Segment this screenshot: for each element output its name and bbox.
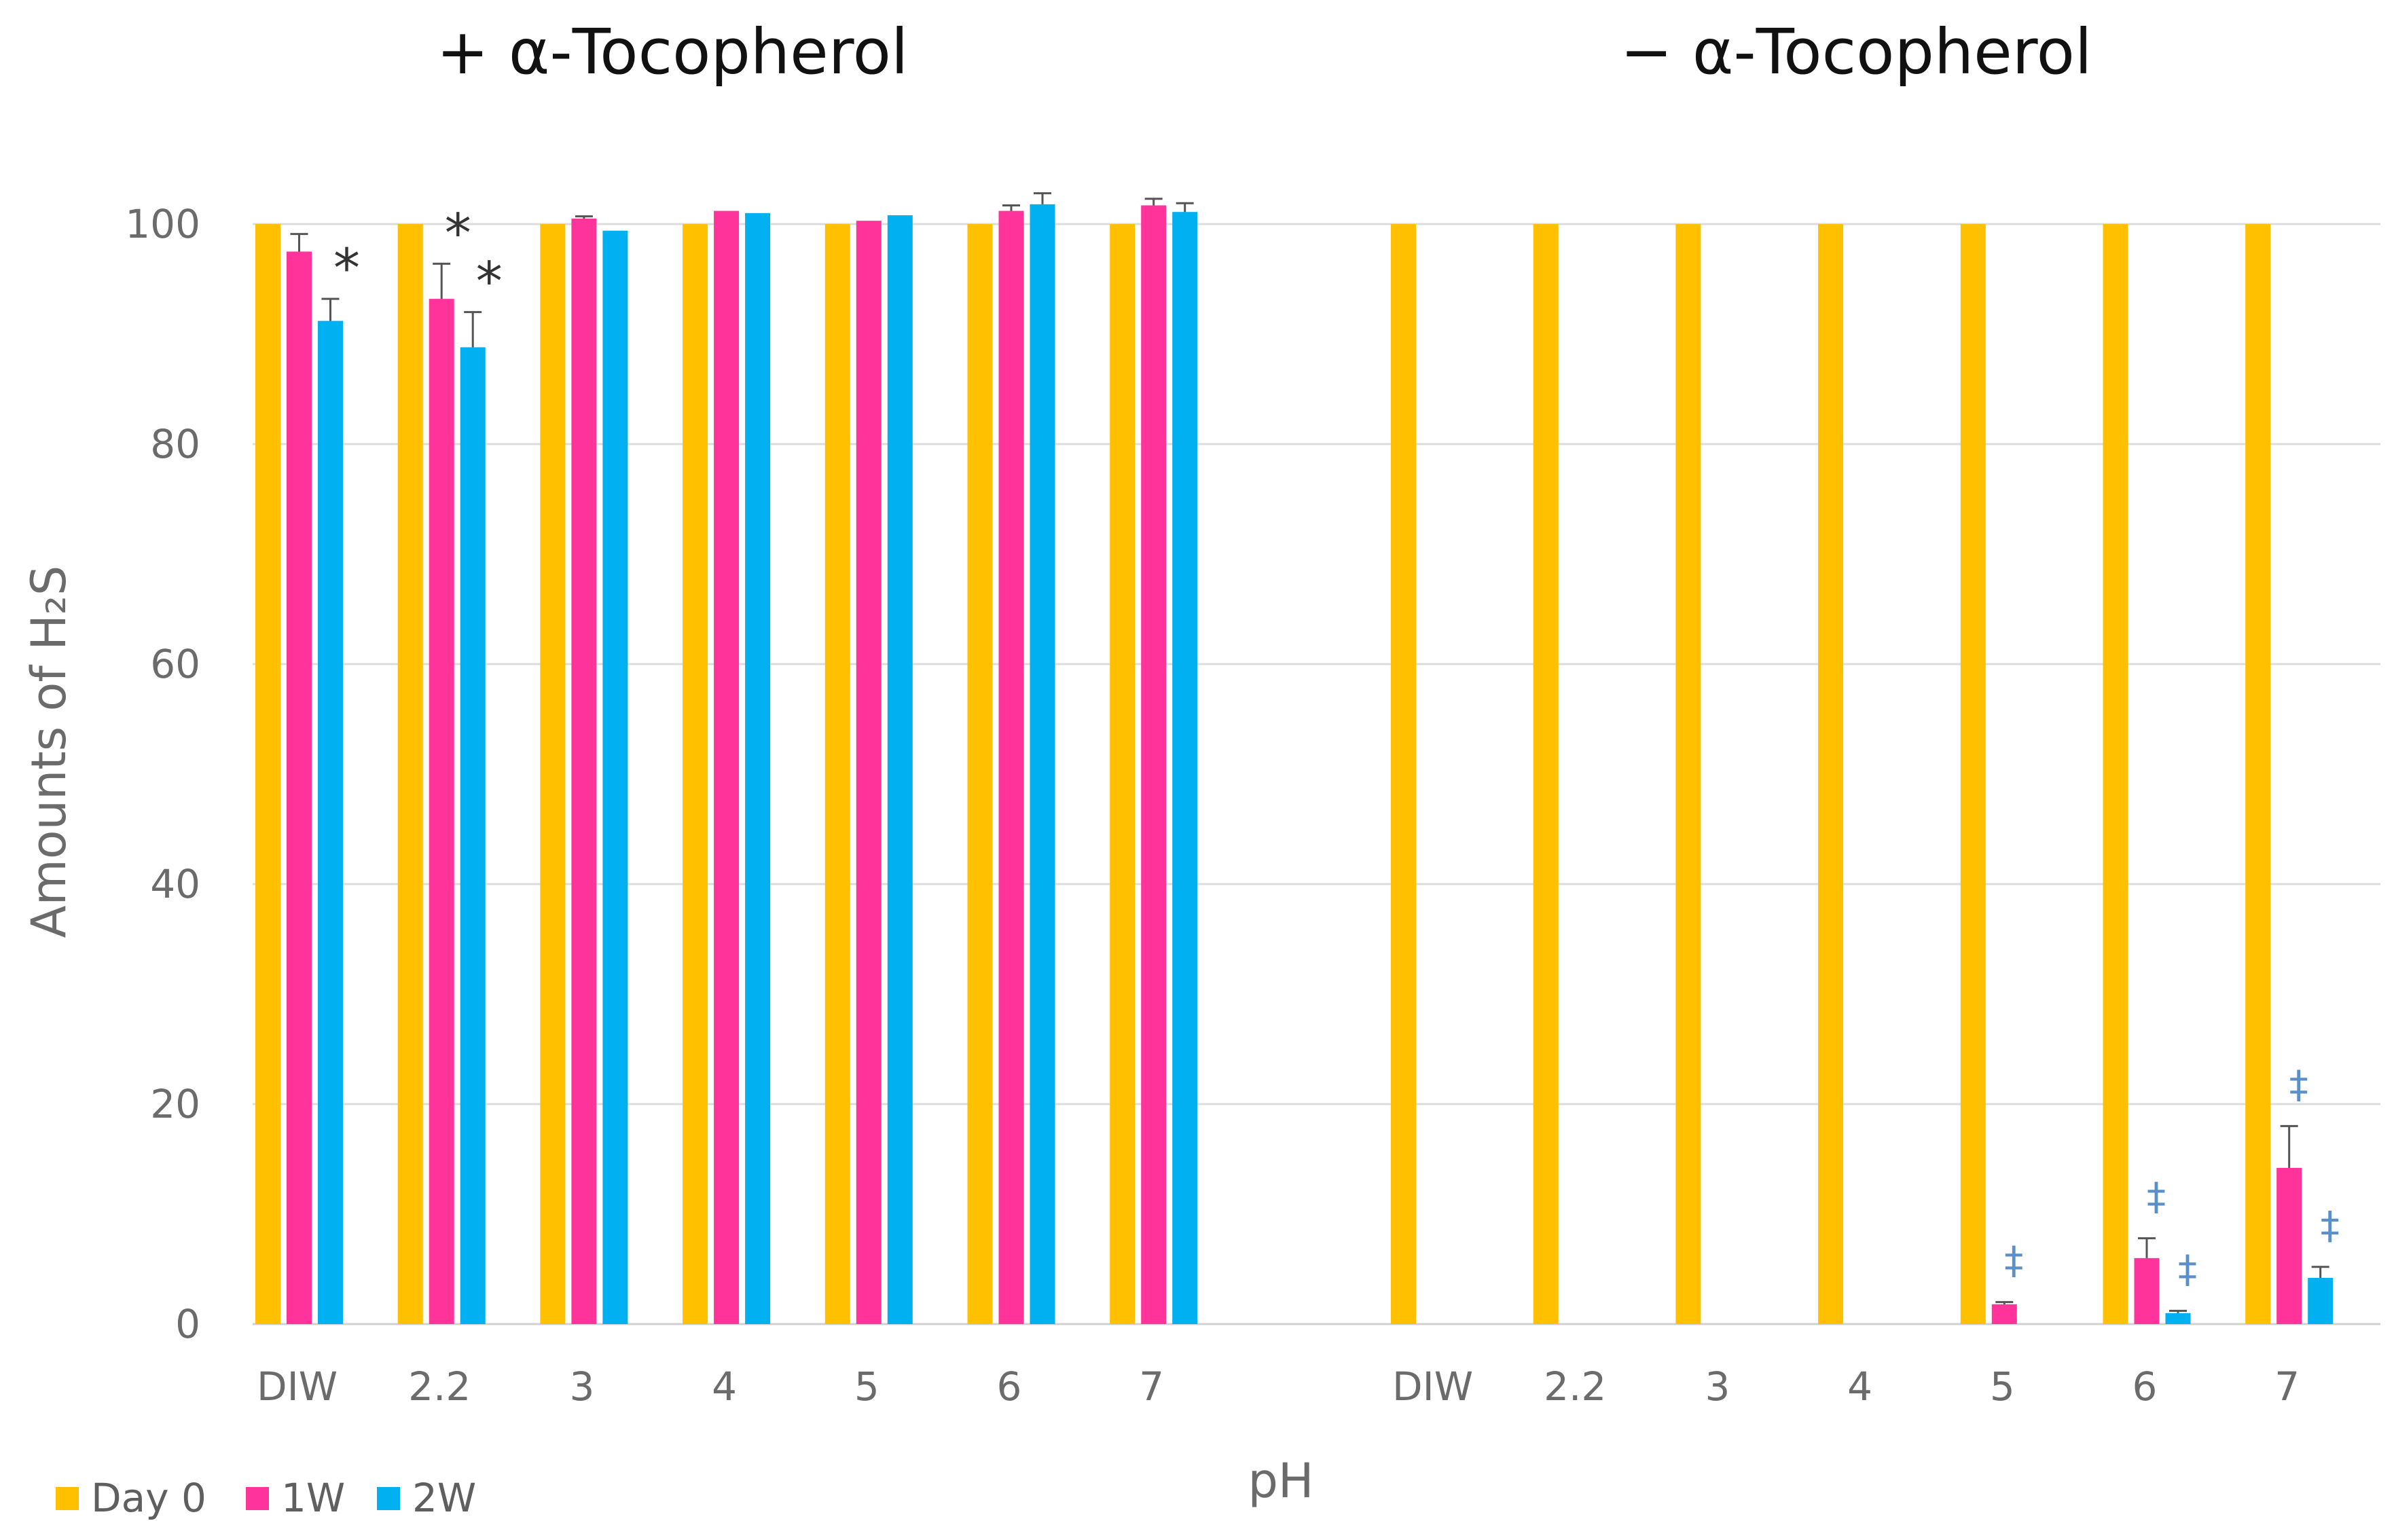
bar-day-0-DIW	[255, 224, 280, 1324]
bar-2w-4	[745, 213, 771, 1324]
bar-day-0-4	[1818, 224, 1844, 1324]
x-tick-label: 7	[2274, 1363, 2300, 1410]
x-tick-label: 4	[712, 1363, 737, 1410]
bar-day-0-6	[2103, 224, 2128, 1324]
bar-1w-3	[571, 218, 597, 1324]
bar-day-0-2.2	[397, 224, 423, 1324]
bar-day-0-3	[1675, 224, 1701, 1324]
bar-day-0-5	[1960, 224, 1986, 1324]
y-tick-label: 60	[150, 641, 200, 687]
y-tick-label: 20	[150, 1081, 200, 1127]
bar-day-0-2.2	[1533, 224, 1559, 1324]
bar-2w-6	[1030, 204, 1055, 1325]
bar-1w-7	[2276, 1167, 2302, 1324]
bar-day-0-3	[540, 224, 566, 1324]
legend: Day 0 1W 2W	[56, 1475, 476, 1521]
panel-title-without-tocopherol: − α-Tocopherol	[1620, 16, 2092, 88]
bar-day-0-7	[1110, 224, 1136, 1324]
x-tick-label: 3	[1705, 1363, 1730, 1410]
bar-2w-DIW	[318, 320, 343, 1324]
bar-2w-3	[602, 230, 628, 1325]
x-tick-label: 3	[569, 1363, 594, 1410]
x-axis-ticks: DIW 2.2 3 4 5 6 7 DIW 2.2 3 4 5 6 7	[257, 1363, 2300, 1410]
bar-day-0-6	[967, 224, 993, 1324]
y-tick-label: 100	[125, 201, 200, 247]
y-tick-label: 40	[150, 861, 200, 907]
bar-2w-5	[887, 215, 913, 1324]
x-tick-label: DIW	[257, 1363, 338, 1410]
legend-label: 2W	[412, 1475, 476, 1521]
bars-layer	[255, 204, 2334, 1325]
bar-1w-DIW	[287, 251, 312, 1324]
x-tick-label: 6	[997, 1363, 1022, 1410]
significance-double-dagger: ‡	[2147, 1175, 2166, 1220]
significance-double-dagger: ‡	[2289, 1063, 2308, 1107]
legend-swatch-day-0	[56, 1487, 79, 1510]
significance-double-dagger: ‡	[2178, 1248, 2197, 1292]
bar-1w-7	[1141, 205, 1167, 1325]
x-tick-label: 6	[2132, 1363, 2158, 1410]
significance-asterisk: *	[333, 238, 360, 299]
y-axis-ticks: 0 20 40 60 80 100	[125, 201, 200, 1347]
bar-day-0-DIW	[1391, 224, 1416, 1324]
legend-swatch-1w	[246, 1487, 269, 1510]
x-tick-label: 7	[1139, 1363, 1164, 1410]
x-tick-label: 2.2	[1544, 1363, 1606, 1410]
legend-label: 1W	[281, 1475, 345, 1521]
annotations-layer: ***‡‡‡‡‡	[333, 203, 2340, 1291]
bar-1w-4	[714, 210, 740, 1324]
bar-day-0-5	[824, 224, 850, 1324]
y-axis-label: Amounts of H₂S	[21, 566, 77, 938]
x-tick-label: DIW	[1392, 1363, 1473, 1410]
bar-2w-7	[1172, 212, 1198, 1325]
significance-double-dagger: ‡	[2321, 1204, 2340, 1248]
error-bars-layer	[290, 192, 2329, 1313]
y-tick-label: 0	[175, 1301, 200, 1347]
x-tick-label: 5	[854, 1363, 879, 1410]
panel-title-with-tocopherol: + α-Tocopherol	[437, 16, 909, 88]
significance-asterisk: *	[445, 203, 471, 264]
legend-swatch-2w	[377, 1487, 400, 1510]
bar-2w-2.2	[460, 347, 486, 1325]
bar-1w-5	[1991, 1304, 2017, 1324]
x-axis-label: pH	[1248, 1453, 1313, 1509]
bar-2w-6	[2165, 1313, 2191, 1324]
bar-1w-2.2	[429, 299, 454, 1324]
bar-1w-5	[856, 221, 882, 1324]
bar-2w-7	[2308, 1277, 2334, 1324]
y-tick-label: 80	[150, 421, 200, 467]
significance-double-dagger: ‡	[2004, 1239, 2023, 1283]
x-tick-label: 2.2	[408, 1363, 471, 1410]
x-tick-label: 5	[1990, 1363, 2015, 1410]
bar-day-0-7	[2245, 224, 2271, 1324]
bar-1w-6	[998, 210, 1024, 1324]
bar-day-0-4	[683, 224, 708, 1324]
x-tick-label: 4	[1847, 1363, 1872, 1410]
bar-1w-6	[2134, 1258, 2160, 1324]
legend-label: Day 0	[91, 1475, 206, 1521]
significance-asterisk: *	[476, 252, 503, 313]
